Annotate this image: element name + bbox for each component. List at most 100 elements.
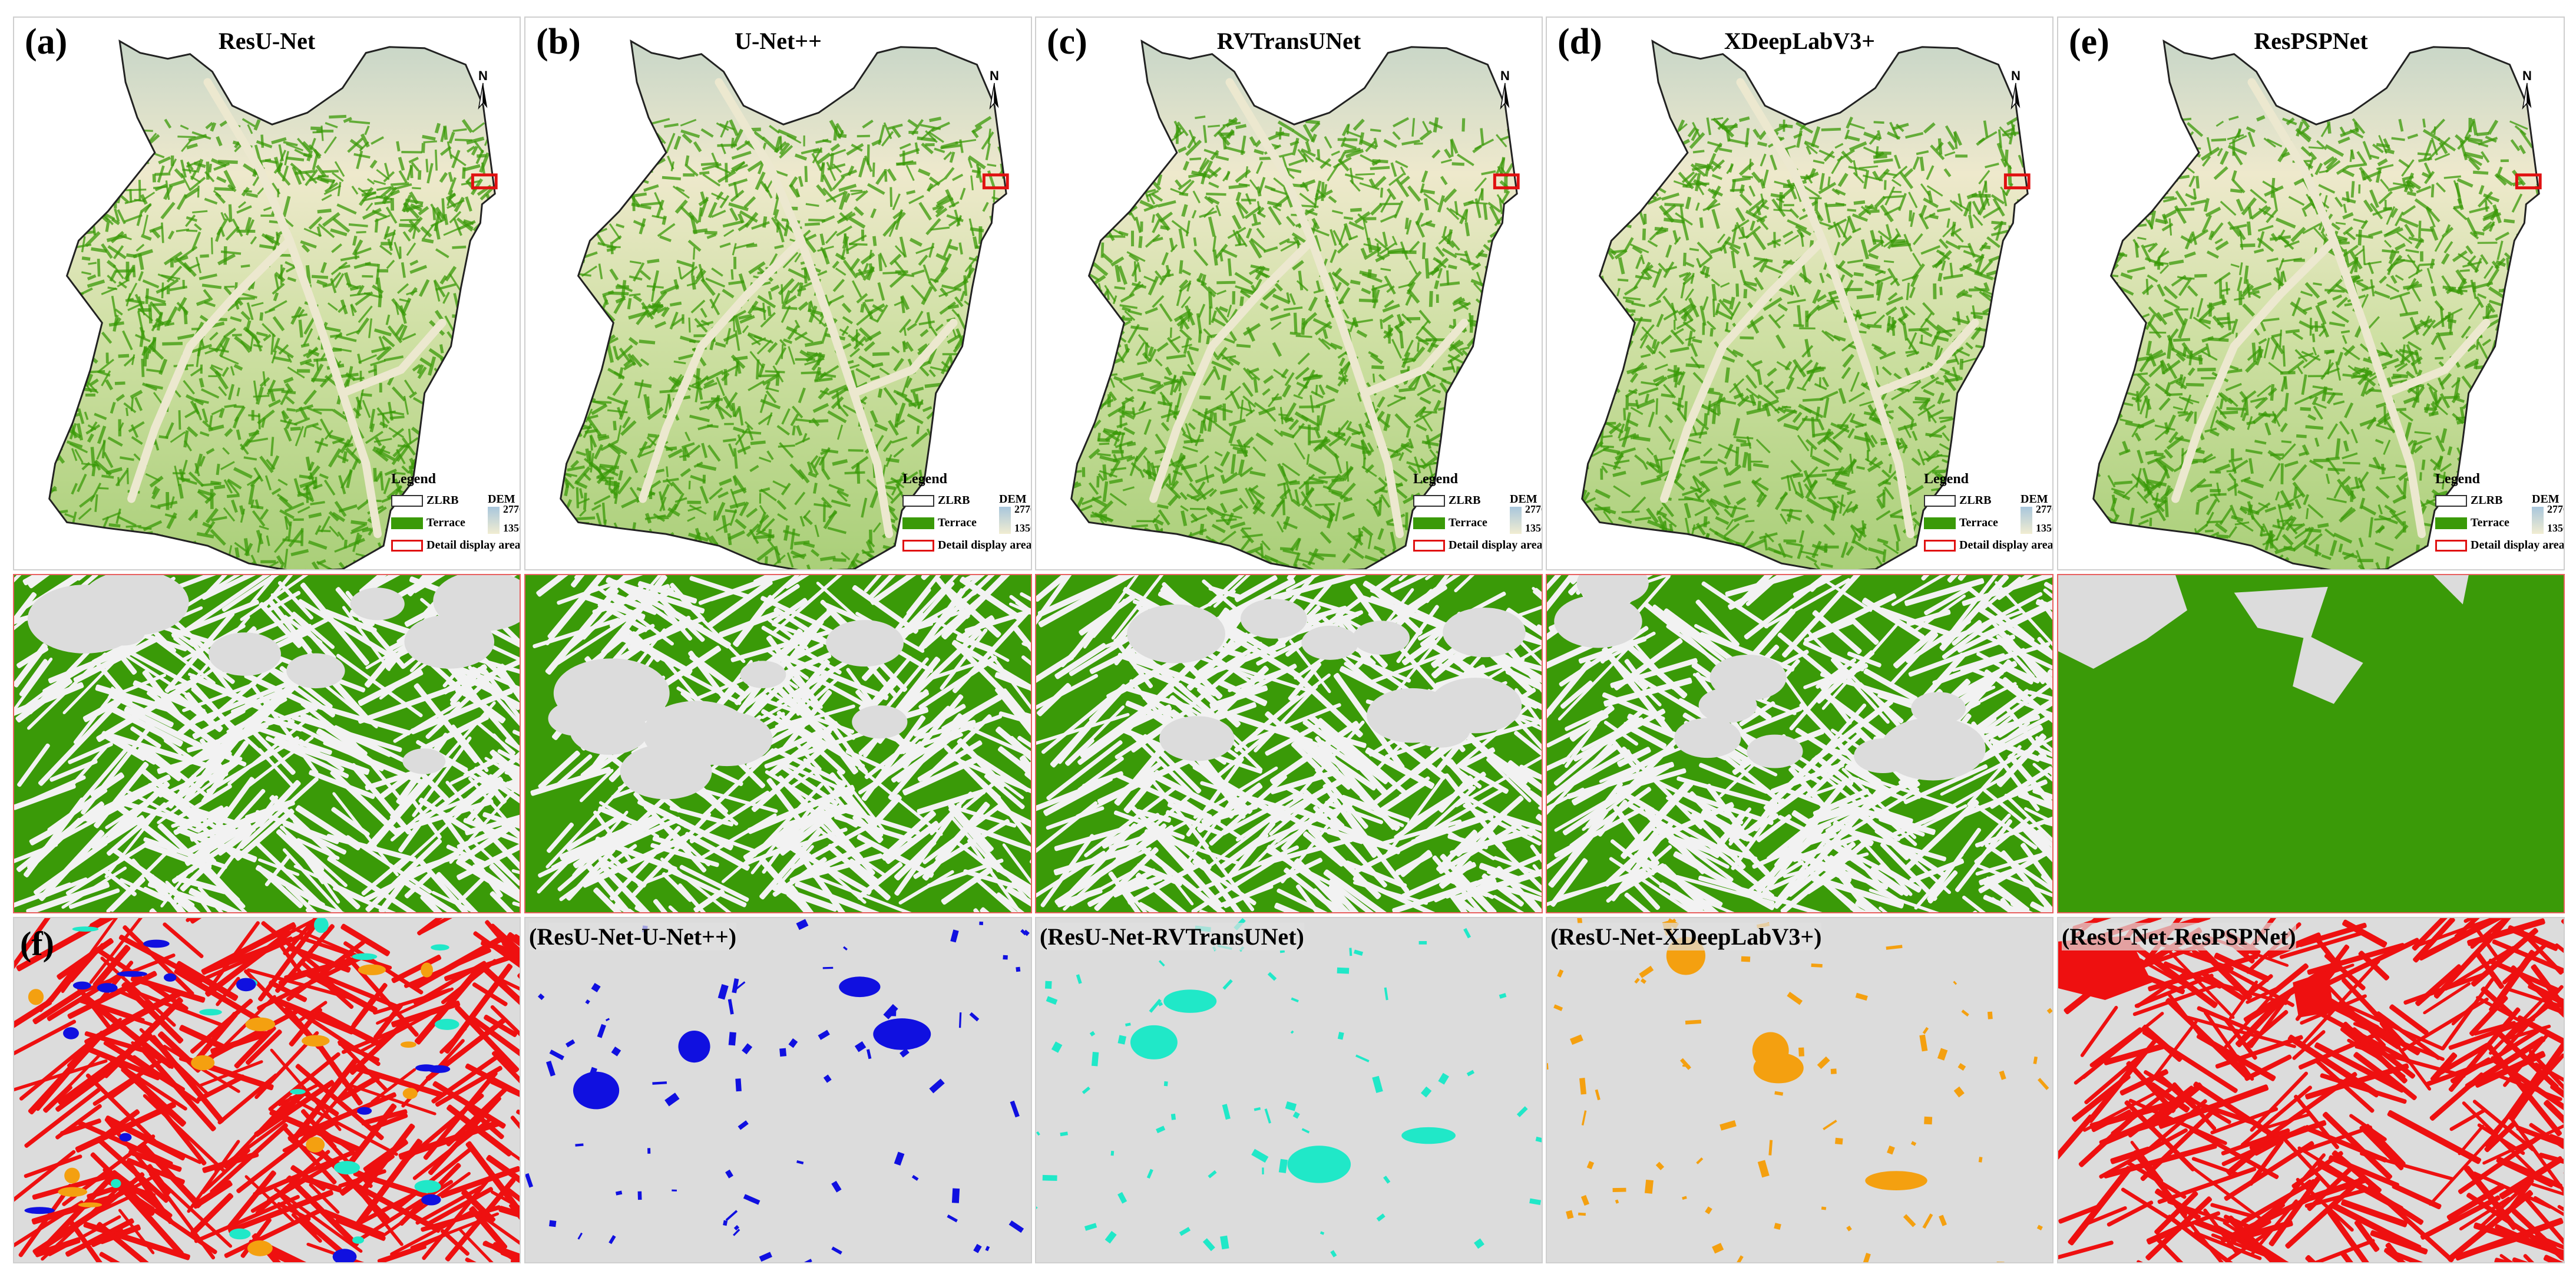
basin-map [48, 39, 498, 569]
legend-label-zlrb: ZLRB [2471, 494, 2503, 507]
map-legend: Legend ZLRB Terrace Detail display area DEM 2… [2435, 471, 2565, 569]
legend-label-terrace: Terrace [2471, 516, 2509, 529]
legend-label-zlrb: ZLRB [1959, 494, 1992, 507]
model-title: XDeepLabV3+ [1724, 28, 1876, 54]
difference-label: (ResU-Net-XDeepLabV3+) [1550, 923, 1822, 950]
difference-panel: (ResU-Net-XDeepLabV3+) [1546, 917, 2053, 1263]
legend-label-terrace: Terrace [426, 516, 465, 529]
north-arrow-icon: N [2515, 68, 2539, 121]
dem-colorbar [2532, 507, 2544, 534]
dem-colorbar [2021, 507, 2032, 534]
detail-area-box [1493, 173, 1520, 190]
map-legend: Legend ZLRB Terrace Detail display area DEM 2… [391, 471, 520, 569]
dem-max: 2776 [1014, 503, 1031, 515]
legend-swatch-zlrb [2435, 495, 2467, 507]
map-panel: (d) XDeepLabV3+ N Legend ZLRB Terrace Detail d… [1546, 16, 2053, 570]
legend-swatch-terrace [902, 517, 934, 529]
scale-bar: 01020km [398, 569, 492, 570]
legend-swatch-detail [391, 540, 423, 552]
detail-panel [2057, 574, 2565, 913]
map-panel: (a) ResU-Net N Legend ZLRB Terrace Detail disp… [13, 16, 521, 570]
legend-swatch-zlrb [1924, 495, 1956, 507]
map-panel: (c) RVTransUNet N Legend ZLRB Terrace Detail d… [1035, 16, 1543, 570]
dem-title: DEM [999, 493, 1027, 506]
legend-swatch-zlrb [902, 495, 934, 507]
legend-swatch-zlrb [391, 495, 423, 507]
scale-bar: 01020km [1420, 569, 1514, 570]
north-label: N [2522, 68, 2532, 83]
legend-title: Legend [2435, 471, 2481, 487]
dem-min: 1350 [2036, 522, 2052, 534]
basin-region [1581, 39, 2029, 569]
dem-max: 2776 [2036, 503, 2052, 515]
legend-label-terrace: Terrace [1449, 516, 1487, 529]
detail-area-box [2515, 173, 2542, 190]
river-valleys [127, 78, 447, 539]
dem-max: 2776 [1525, 503, 1542, 515]
model-title: ResPSPNet [2254, 28, 2368, 54]
terrace-extraction-map [2058, 575, 2564, 912]
terrace-extraction-map [14, 575, 520, 912]
north-arrow-icon: N [983, 68, 1006, 121]
map-panel: (e) ResPSPNet N Legend ZLRB Terrace Detail dis… [2057, 16, 2565, 570]
difference-panel: (ResU-Net-U-Net++) [524, 917, 1032, 1263]
difference-panel: (f) [13, 917, 521, 1263]
detail-panel [1035, 574, 1543, 913]
river-valleys [1660, 78, 1979, 539]
difference-panel: (ResU-Net-ResPSPNet) [2057, 917, 2565, 1263]
map-panel: (b) U-Net++ N Legend ZLRB Terrace Detail displ… [524, 16, 1032, 570]
difference-label: (ResU-Net-U-Net++) [529, 923, 737, 950]
north-label: N [990, 68, 999, 83]
river-valleys [639, 78, 958, 539]
difference-map [525, 918, 1031, 1262]
scale-bar: 01020km [2442, 569, 2537, 570]
detail-area-box [2003, 173, 2031, 190]
model-title: RVTransUNet [1216, 28, 1361, 54]
dem-min: 1350 [1525, 522, 1542, 534]
legend-swatch-detail [902, 540, 934, 552]
basin-map [1581, 39, 2031, 569]
dem-title: DEM [488, 493, 515, 506]
dem-min: 1350 [1014, 522, 1031, 534]
basin-map [560, 39, 1009, 569]
north-label: N [478, 68, 488, 83]
difference-map [1547, 918, 2052, 1262]
legend-label-zlrb: ZLRB [1449, 494, 1481, 507]
legend-label-detail: Detail display area [938, 539, 1032, 552]
legend-label-zlrb: ZLRB [426, 494, 459, 507]
scale-bar: 01020km [1931, 569, 2025, 570]
panel-letter: (e) [2069, 22, 2109, 62]
legend-label-detail: Detail display area [1959, 539, 2053, 552]
legend-swatch-terrace [391, 517, 423, 529]
dem-colorbar [488, 507, 500, 534]
river-valleys [1149, 78, 1469, 539]
difference-map [1036, 918, 1542, 1262]
difference-map [2058, 918, 2564, 1262]
model-title: U-Net++ [735, 28, 822, 54]
dem-min: 1350 [2547, 522, 2564, 534]
detail-panel [1546, 574, 2053, 913]
legend-title: Legend [902, 471, 948, 487]
detail-panel [13, 574, 521, 913]
legend-label-detail: Detail display area [2471, 539, 2565, 552]
dem-min: 1350 [503, 522, 520, 534]
legend-label-detail: Detail display area [1449, 539, 1543, 552]
north-label: N [2011, 68, 2021, 83]
dem-max: 2776 [2547, 503, 2564, 515]
panel-letter: (b) [536, 22, 581, 62]
legend-swatch-zlrb [1413, 495, 1445, 507]
legend-swatch-terrace [1413, 517, 1445, 529]
legend-label-zlrb: ZLRB [938, 494, 970, 507]
difference-map [14, 918, 520, 1262]
difference-panel: (ResU-Net-RVTransUNet) [1035, 917, 1543, 1263]
north-arrow-icon: N [1493, 68, 1517, 121]
legend-swatch-detail [2435, 540, 2467, 552]
legend-swatch-terrace [2435, 517, 2467, 529]
dem-title: DEM [1510, 493, 1537, 506]
dem-colorbar [999, 507, 1011, 534]
legend-label-terrace: Terrace [938, 516, 977, 529]
north-label: N [1500, 68, 1510, 83]
scale-bar: 01020km [910, 569, 1004, 570]
basin-region [2092, 39, 2540, 569]
basin-map [2092, 39, 2542, 569]
